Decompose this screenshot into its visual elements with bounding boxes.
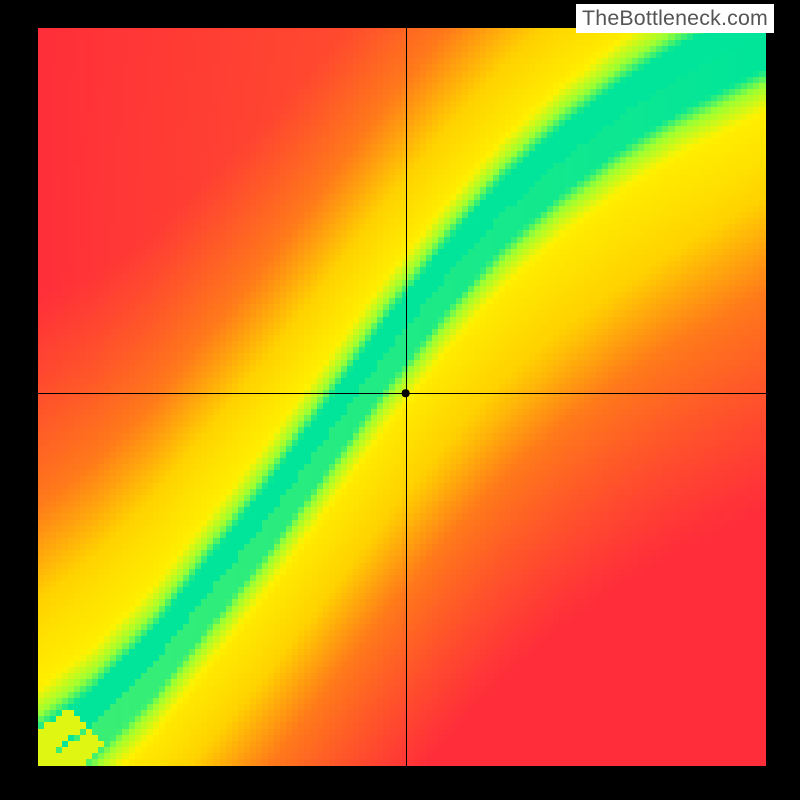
root-container: TheBottleneck.com <box>0 0 800 800</box>
watermark-label: TheBottleneck.com <box>576 4 774 33</box>
bottleneck-heatmap <box>38 28 766 766</box>
